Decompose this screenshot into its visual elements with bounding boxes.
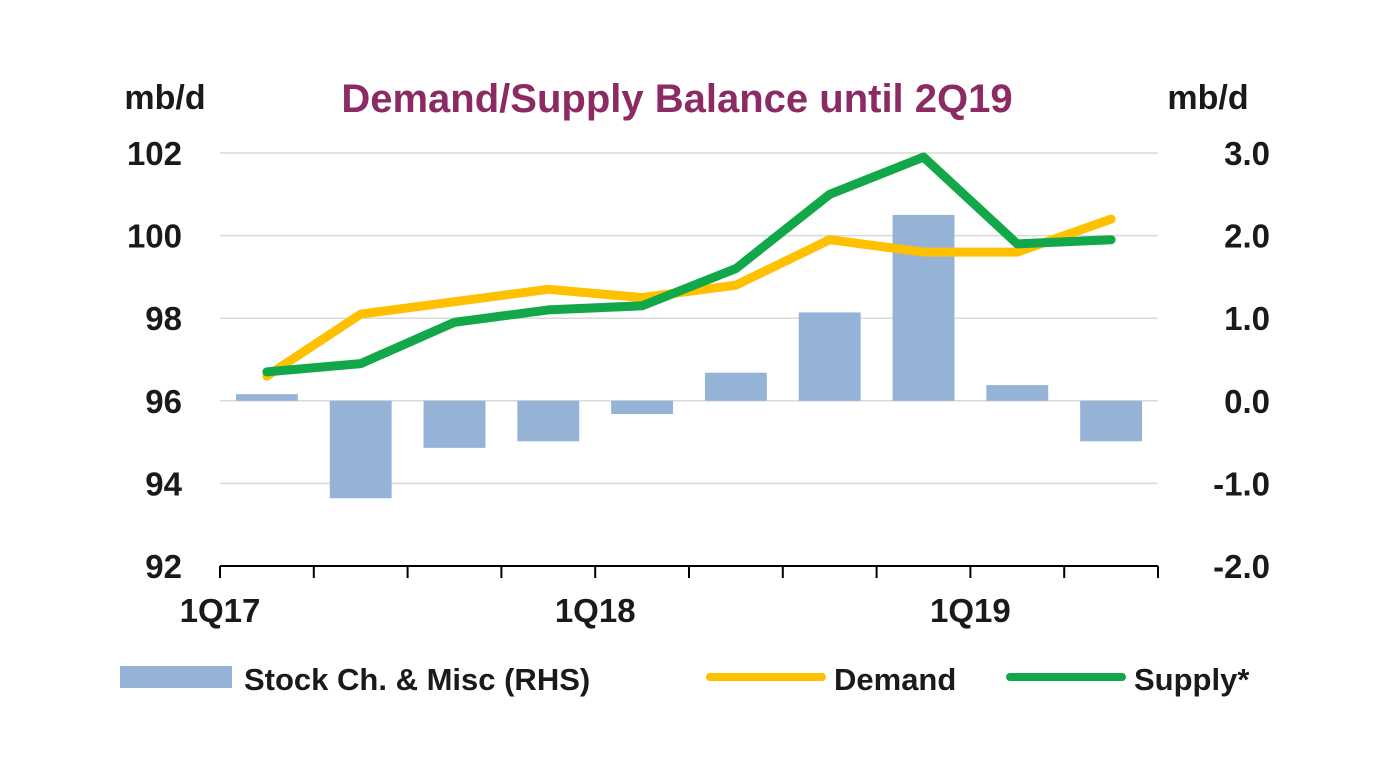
y-right-tick-label: -2.0 — [1213, 548, 1270, 585]
legend-label-supply: Supply* — [1134, 662, 1250, 697]
y-right-tick-label: 1.0 — [1224, 300, 1270, 337]
bar — [329, 400, 392, 499]
bar — [1080, 400, 1143, 442]
y-left-tick-label: 102 — [127, 135, 182, 172]
y-axis-right-unit: mb/d — [1167, 79, 1248, 117]
y-right-tick-label: 3.0 — [1224, 135, 1270, 172]
y-left-tick-label: 94 — [145, 465, 182, 502]
bar — [798, 312, 861, 401]
bar — [517, 400, 580, 442]
bar — [704, 372, 767, 401]
chart-title: Demand/Supply Balance until 2Q19 — [341, 77, 1012, 121]
line-series — [262, 152, 1116, 381]
y-right-tick-label: -1.0 — [1213, 465, 1270, 502]
legend-label-demand: Demand — [834, 662, 956, 697]
bar-series — [235, 214, 1143, 499]
x-axis: 1Q17 1Q18 1Q19 — [180, 565, 1159, 629]
legend: Stock Ch. & Misc (RHS) Demand Supply* — [120, 662, 1250, 697]
y-axis-left: 92 94 96 98 100 102 — [127, 135, 183, 585]
y-axis-right: -2.0 -1.0 0.0 1.0 2.0 3.0 — [1213, 135, 1270, 585]
supply-line — [262, 152, 1116, 377]
x-tick-label: 1Q18 — [555, 592, 636, 629]
y-left-tick-label: 98 — [145, 300, 182, 337]
bar — [892, 214, 955, 401]
y-right-tick-label: 0.0 — [1224, 383, 1270, 420]
y-axis-left-unit: mb/d — [124, 79, 205, 117]
x-tick-label: 1Q17 — [180, 592, 261, 629]
bar — [611, 400, 674, 415]
legend-label-stock-change: Stock Ch. & Misc (RHS) — [244, 662, 590, 697]
bar — [235, 394, 298, 401]
x-tick-label: 1Q19 — [930, 592, 1011, 629]
bar — [423, 400, 486, 448]
y-left-tick-label: 92 — [145, 548, 182, 585]
legend-swatch-stock-change — [120, 666, 232, 688]
y-left-tick-label: 100 — [127, 218, 182, 255]
y-left-tick-label: 96 — [145, 383, 182, 420]
y-right-tick-label: 2.0 — [1224, 218, 1270, 255]
bar — [986, 385, 1049, 401]
